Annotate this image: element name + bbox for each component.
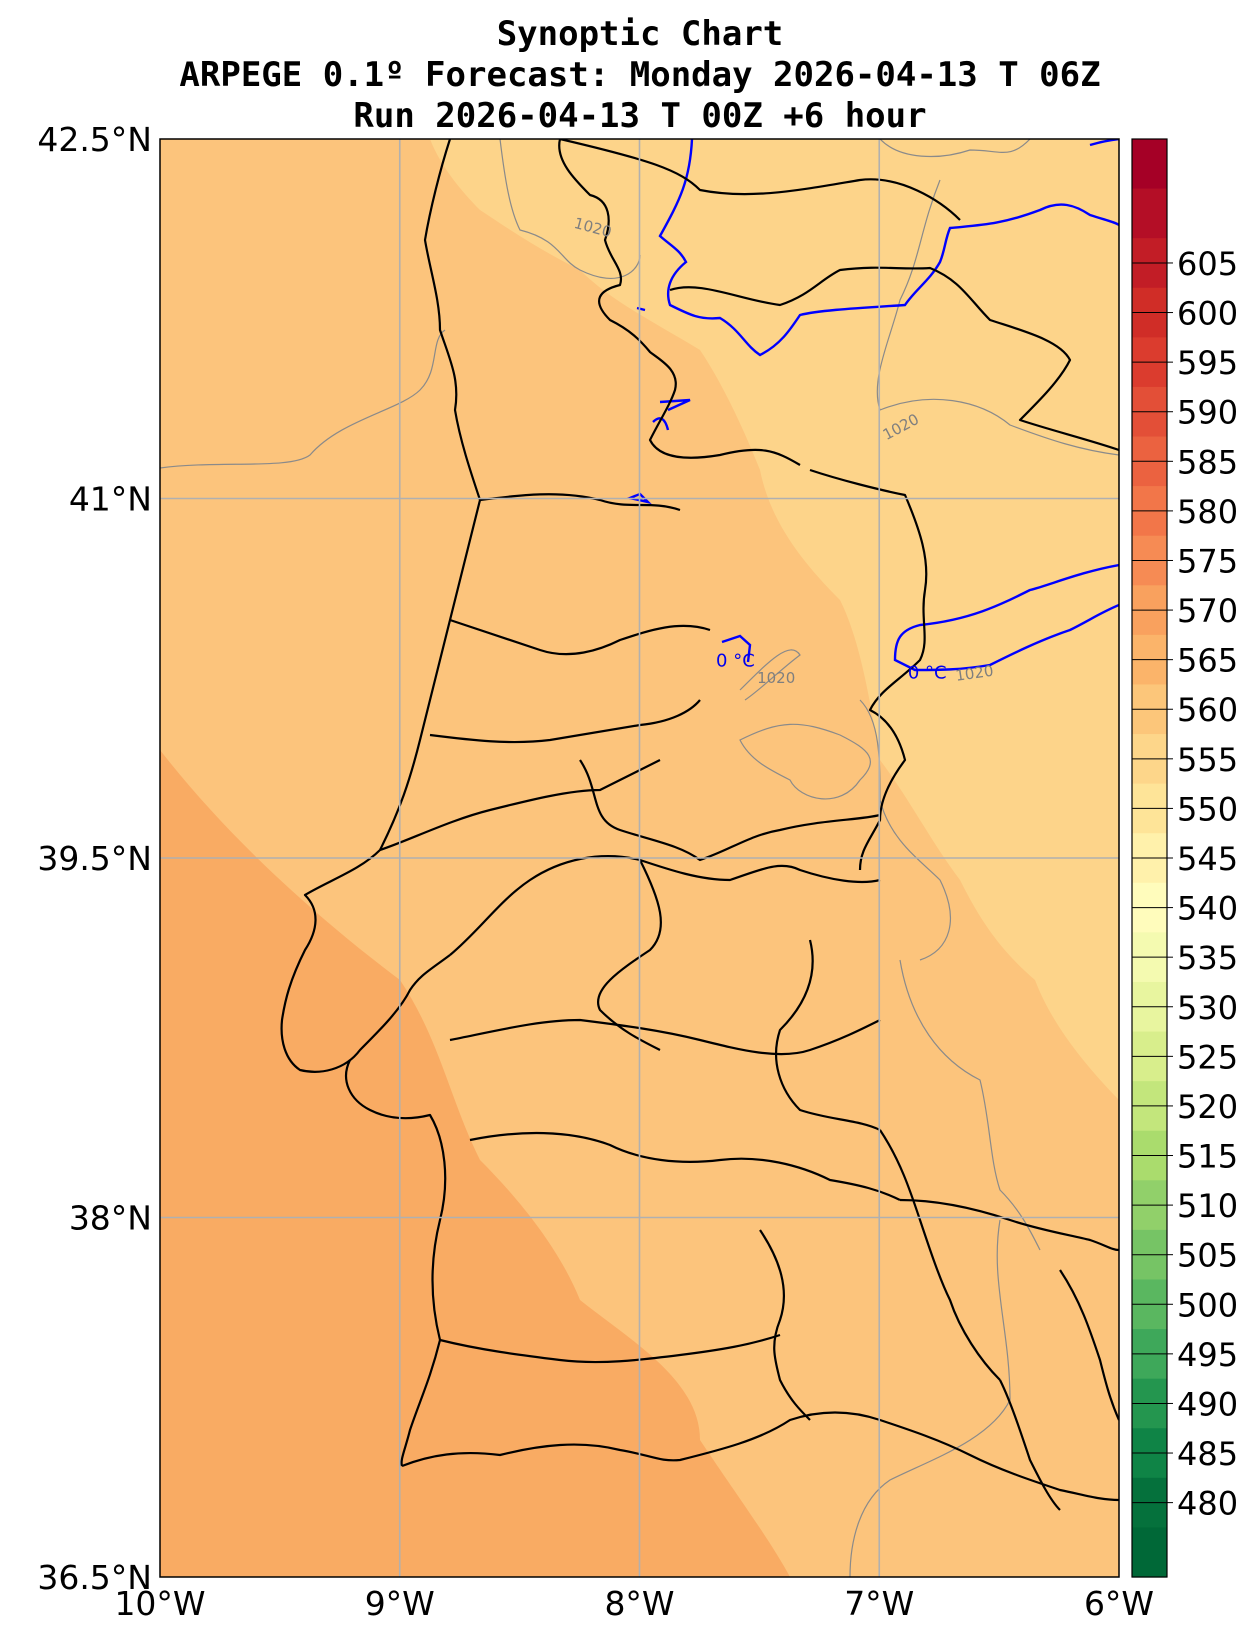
colorbar-tick-label: 540 bbox=[1177, 890, 1238, 928]
title-line-1: Synoptic Chart bbox=[497, 14, 784, 54]
isobar-label: 1020 bbox=[757, 669, 795, 687]
isobar-lines bbox=[160, 139, 1119, 1577]
x-tick-label: 8°W bbox=[604, 1584, 674, 1623]
y-tick-label: 42.5°N bbox=[37, 120, 152, 159]
colorbar: 605 600 595 590 585 580 575 570 565 560 555 550 545 5… bbox=[1131, 138, 1238, 1578]
y-tick-label: 36.5°N bbox=[37, 1558, 152, 1597]
y-tick-label: 38°N bbox=[69, 1199, 152, 1238]
fill-band-570 bbox=[160, 750, 790, 1577]
colorbar-tick-label: 520 bbox=[1177, 1088, 1238, 1126]
colorbar-tick-label: 485 bbox=[1177, 1435, 1238, 1473]
x-tick-label: 9°W bbox=[365, 1584, 435, 1623]
colorbar-tick-label: 505 bbox=[1177, 1237, 1238, 1275]
title-line-2: ARPEGE 0.1º Forecast: Monday 2026-04-13 … bbox=[179, 55, 1100, 95]
isotherm-label: 0 °C bbox=[716, 650, 755, 671]
colorbar-tick-label: 495 bbox=[1177, 1336, 1238, 1374]
colorbar-tick-label: 600 bbox=[1177, 295, 1238, 333]
colorbar-tick-label: 510 bbox=[1177, 1187, 1238, 1225]
title-line-3: Run 2026-04-13 T 00Z +6 hour bbox=[353, 96, 926, 136]
isotherm-labels: 0 °C 0 °C bbox=[716, 650, 947, 683]
map-frame bbox=[159, 138, 1120, 1578]
y-tick-label: 39.5°N bbox=[37, 839, 152, 878]
chart-title: Synoptic Chart ARPEGE 0.1º Forecast: Mon… bbox=[179, 14, 1100, 136]
x-axis: 10°W 9°W 8°W 7°W 6°W bbox=[114, 1584, 1154, 1623]
colorbar-tick-label: 490 bbox=[1177, 1385, 1238, 1423]
colorbar-tick-label: 525 bbox=[1177, 1038, 1238, 1076]
y-axis: 42.5°N 41°N 39.5°N 38°N 36.5°N bbox=[37, 120, 152, 1597]
colorbar-tick-label: 555 bbox=[1177, 741, 1238, 779]
colorbar-tick-label: 480 bbox=[1177, 1485, 1238, 1523]
grid bbox=[160, 139, 1119, 1577]
x-tick-label: 6°W bbox=[1084, 1584, 1154, 1623]
coastline-borders bbox=[280, 139, 1119, 1511]
colorbar-tick-label: 560 bbox=[1177, 691, 1238, 729]
colorbar-tick-label: 515 bbox=[1177, 1138, 1238, 1176]
colorbar-tick-label: 565 bbox=[1177, 642, 1238, 680]
colorbar-tick-label: 535 bbox=[1177, 939, 1238, 977]
colorbar-tick-label: 605 bbox=[1177, 245, 1238, 283]
colorbar-tick-label: 580 bbox=[1177, 493, 1238, 531]
colorbar-tick-label: 575 bbox=[1177, 542, 1238, 580]
colorbar-swatch bbox=[1132, 1527, 1167, 1578]
isobar-label: 1020 bbox=[954, 662, 994, 685]
colorbar-swatch bbox=[1132, 139, 1167, 190]
colorbar-tick-label: 570 bbox=[1177, 592, 1238, 630]
colorbar-swatch bbox=[1132, 188, 1167, 239]
colorbar-tick-label: 585 bbox=[1177, 443, 1238, 481]
colorbar-tick-label: 545 bbox=[1177, 840, 1238, 878]
colorbar-tick-label: 590 bbox=[1177, 394, 1238, 432]
colorbar-tick-label: 530 bbox=[1177, 989, 1238, 1027]
x-tick-label: 7°W bbox=[844, 1584, 914, 1623]
fill-band-560 bbox=[430, 139, 1119, 1100]
colorbar-tick-label: 550 bbox=[1177, 790, 1238, 828]
isotherm-label: 0 °C bbox=[908, 662, 947, 683]
colorbar-tick-label: 500 bbox=[1177, 1286, 1238, 1324]
colorbar-tick-label: 595 bbox=[1177, 344, 1238, 382]
x-tick-label: 10°W bbox=[114, 1584, 205, 1623]
y-tick-label: 41°N bbox=[69, 480, 152, 519]
